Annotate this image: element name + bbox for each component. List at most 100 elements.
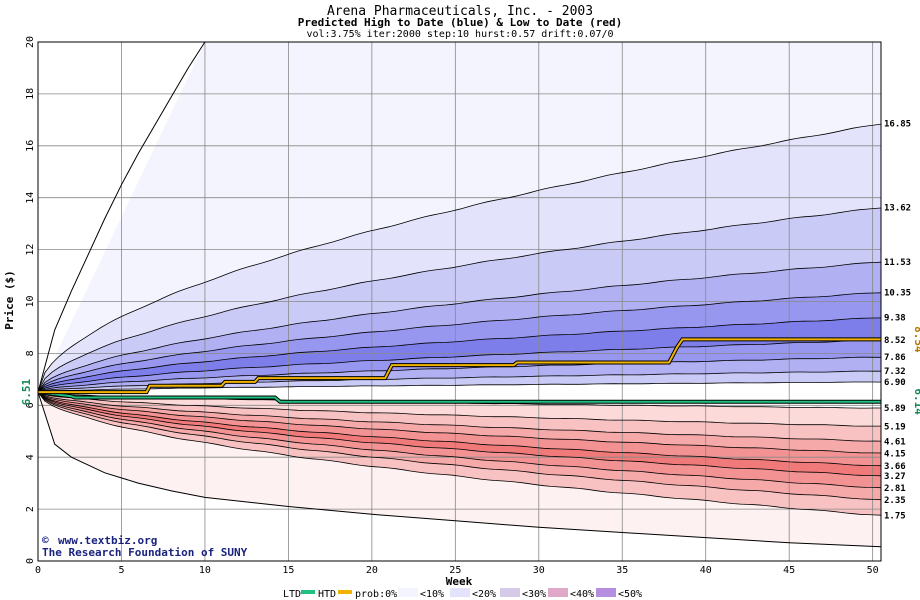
percentile-curve-lower-2: [37, 391, 882, 442]
band-lower-3: [38, 392, 881, 466]
x-axis-label: Week: [446, 575, 473, 588]
end-label-lower: 2.35: [884, 496, 906, 506]
band-upper-3: [38, 292, 881, 393]
x-tick-label: 5: [118, 565, 124, 576]
max-high-curve: [37, 41, 206, 393]
ltd-line: [37, 391, 881, 403]
end-label-lower: 5.19: [884, 422, 906, 432]
band-upper-1: [38, 208, 881, 393]
legend-bin-swatch-2: [500, 588, 520, 597]
band-lower-4: [38, 392, 881, 476]
band-lower-1: [38, 392, 881, 442]
legend-ltd-label: LTD: [283, 589, 301, 600]
band-lower-2: [38, 392, 881, 453]
y-tick-label: 10: [25, 295, 36, 307]
y-tick-label: 18: [25, 88, 36, 100]
x-tick-label: 45: [783, 565, 795, 576]
percentile-curve-upper-1: [37, 207, 882, 393]
legend-bin-label-1: <20%: [472, 589, 496, 600]
plot-border: [37, 41, 882, 562]
legend-bin-swatch-1: [450, 588, 470, 597]
x-tick-label: 35: [616, 565, 628, 576]
percentile-curve-upper-5: [37, 339, 882, 393]
x-tick-label: 20: [366, 565, 378, 576]
y-axis-label: Price ($): [3, 270, 16, 330]
y-tick-label: 20: [25, 36, 36, 48]
x-tick-label: 15: [282, 565, 294, 576]
legend-ltd-swatch: [301, 590, 315, 594]
percentile-curve-upper-8: [37, 381, 882, 393]
ltd-final-value: 6.14: [912, 388, 920, 415]
percentile-curve-upper-3: [37, 292, 882, 393]
end-label-upper: 7.32: [884, 367, 906, 377]
percentile-curve-upper-4: [37, 317, 882, 393]
chart-title: Arena Pharmaceuticals, Inc. - 2003: [327, 4, 593, 19]
band-upper-6: [38, 357, 881, 393]
legend: LTD HTD prob:0% <10% <20% <30% <40% <50%: [283, 588, 642, 600]
percentile-curve-lower-1: [37, 391, 881, 427]
x-tick-label: 0: [35, 565, 41, 576]
end-label-upper: 10.35: [884, 288, 911, 298]
end-label-lower: 3.27: [884, 472, 906, 482]
band-lower-6: [38, 392, 881, 500]
legend-bin-swatch-3: [548, 588, 568, 597]
end-label-upper: 13.62: [884, 204, 911, 214]
end-label-upper: 9.38: [884, 314, 906, 324]
credit-site: www.textbiz.org: [58, 534, 157, 547]
legend-htd-label: HTD: [318, 589, 336, 600]
legend-bin-label-3: <40%: [570, 589, 594, 600]
y-tick-label: 8: [25, 350, 36, 356]
band-lower-0: [38, 392, 881, 427]
percentile-curve-lower-6: [37, 391, 882, 489]
y-tick-label: 0: [25, 558, 36, 564]
credit-org: The Research Foundation of SUNY: [42, 546, 248, 559]
x-tick-label: 25: [449, 565, 461, 576]
chart-params: vol:3.75% iter:2000 step:10 hurst:0.57 d…: [306, 29, 613, 40]
end-label-lower: 5.89: [884, 404, 906, 414]
legend-bin-swatch-0: [398, 588, 418, 597]
legend-prob-label: prob:0%: [355, 589, 397, 600]
end-label-lower: 2.81: [884, 484, 906, 494]
y-tick-label: 12: [25, 244, 36, 256]
htd-final-value: 8.54: [912, 326, 920, 353]
band-upper-0: [38, 124, 881, 393]
x-tick-label: 50: [867, 565, 879, 576]
start-value-label: 6.51: [20, 378, 33, 405]
y-tick-label: 2: [25, 506, 36, 512]
percentile-curve-upper-2: [37, 261, 882, 393]
x-tick-label: 40: [700, 565, 712, 576]
x-tick-label: 30: [533, 565, 545, 576]
percentile-curve-lower-3: [37, 391, 882, 454]
legend-bin-swatch-4: [596, 588, 616, 597]
x-tick-label: 10: [199, 565, 211, 576]
band-upper-outer: [38, 42, 881, 393]
percentile-curve-lower-5: [37, 391, 882, 477]
legend-bin-label-4: <50%: [618, 589, 642, 600]
end-label-upper: 11.53: [884, 258, 911, 268]
chart-subtitle: Predicted High to Date (blue) & Low to D…: [298, 16, 623, 29]
y-tick-label: 6: [25, 402, 36, 408]
band-lower-outer: [38, 392, 881, 547]
legend-bin-label-0: <10%: [420, 589, 444, 600]
end-label-upper: 7.86: [884, 353, 906, 363]
percentile-curve-upper-6: [37, 356, 881, 393]
copyright-icon: ©: [42, 534, 49, 547]
end-label-lower: 3.66: [884, 462, 906, 472]
y-tick-label: 14: [25, 192, 36, 204]
band-upper-7: [38, 371, 881, 393]
legend-htd-swatch: [338, 590, 352, 594]
htd-line: [38, 338, 881, 394]
percentile-curve-lower-4: [37, 391, 882, 467]
band-upper-2: [38, 262, 881, 393]
plot-area: 0 5 10 15 20 25 30 35 40 45 50 0 2 4 6 8 10 12 14 16 18 20 16.…: [20, 36, 920, 576]
end-label-upper: 16.85: [884, 120, 911, 130]
y-tick-label: 4: [25, 454, 36, 460]
percentile-curve-lower-8: [37, 391, 882, 516]
end-label-upper: 8.52: [884, 336, 906, 346]
y-tick-label: 16: [25, 140, 36, 152]
end-label-upper: 6.90: [884, 378, 906, 388]
percentile-curve-upper-0: [37, 123, 882, 393]
band-lower-7: [38, 392, 881, 516]
min-low-curve: [37, 391, 882, 548]
